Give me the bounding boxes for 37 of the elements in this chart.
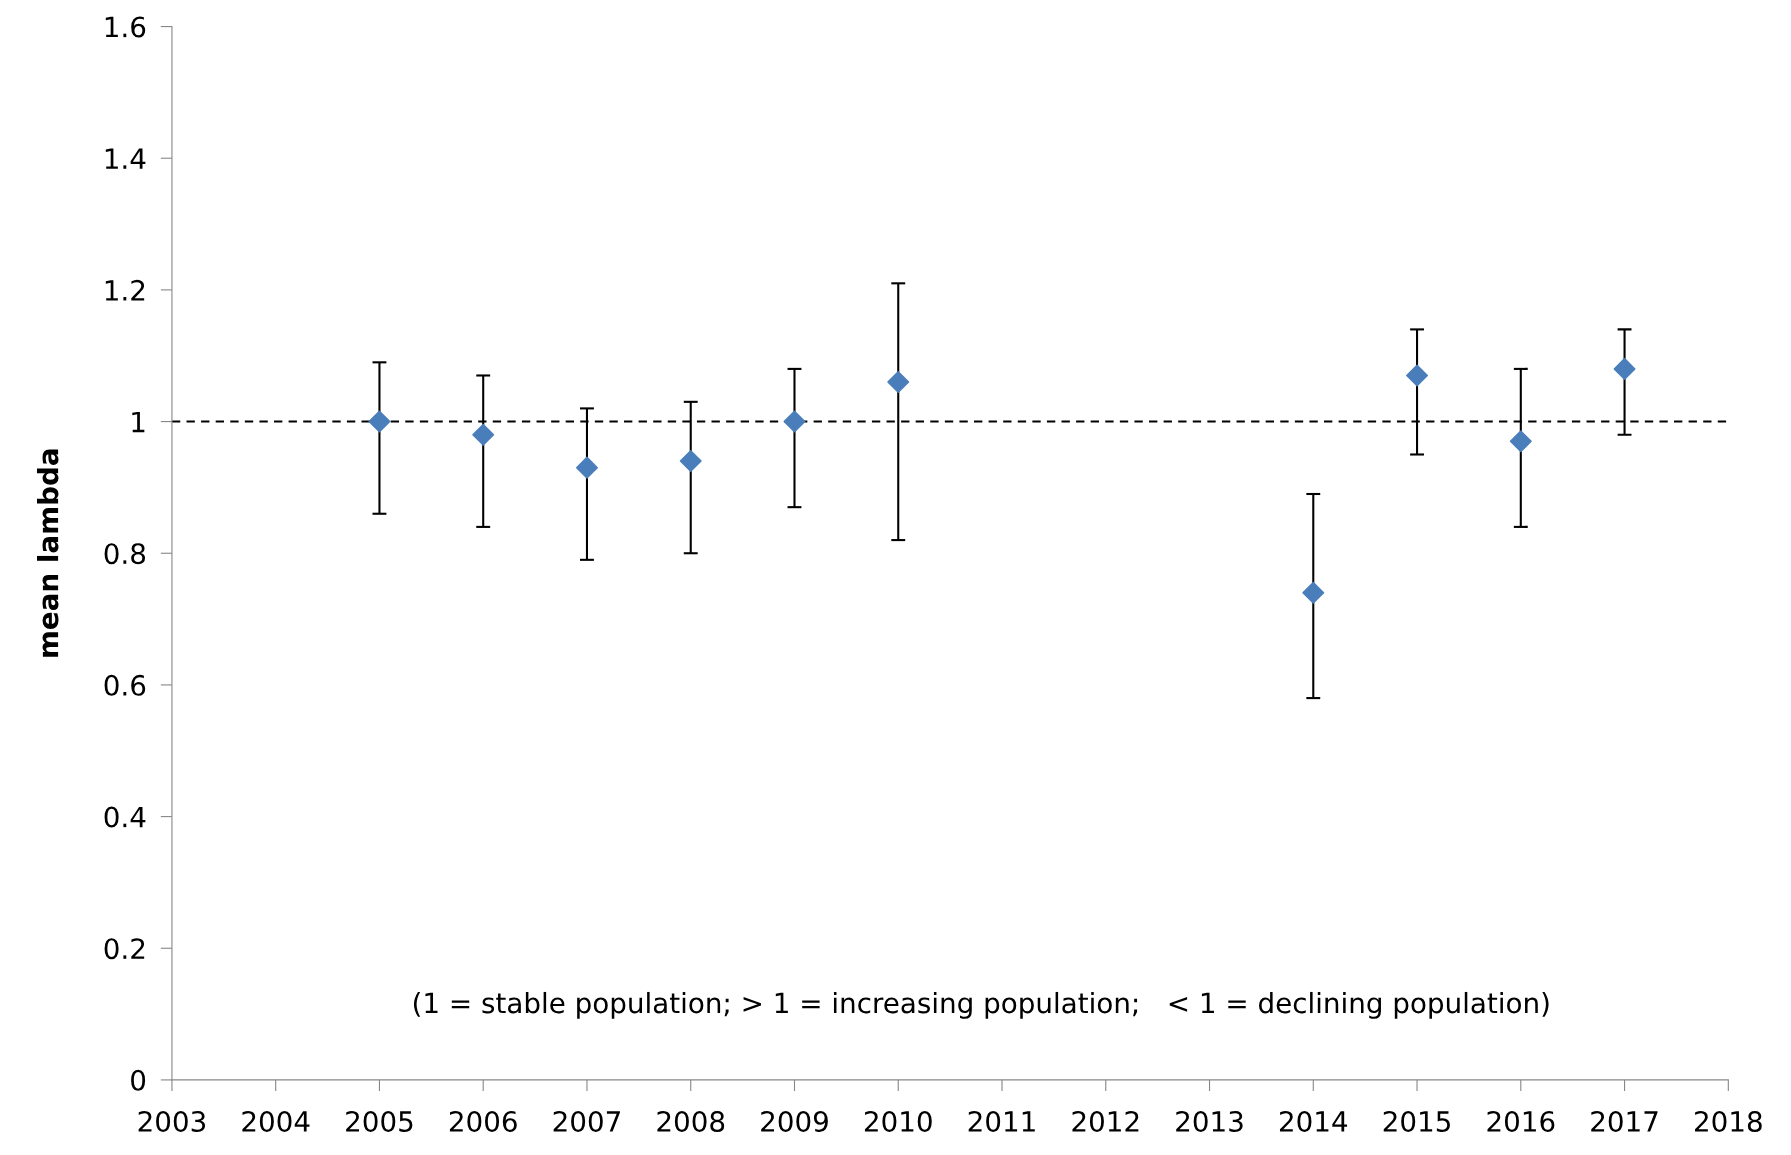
y-axis-title: mean lambda xyxy=(36,449,59,657)
point xyxy=(368,410,391,433)
point xyxy=(783,410,806,433)
x-tick-label: 2016 xyxy=(1487,1110,1555,1132)
y-tick-label: 1.6 xyxy=(105,16,146,38)
x-tick-label: 2005 xyxy=(346,1110,413,1132)
annotation: (1 = stable population; > 1 = increasing population; < 1 = declining population) xyxy=(413,991,1549,1019)
x-tick-label: 2014 xyxy=(1279,1110,1348,1132)
point xyxy=(1613,357,1636,380)
x-tick-label: 2010 xyxy=(864,1110,932,1132)
y-tick-label: 0.6 xyxy=(104,674,146,696)
x-tick-label: 2013 xyxy=(1176,1110,1243,1132)
y-tick-label: 0 xyxy=(131,1069,146,1091)
x-tick-label: 2015 xyxy=(1383,1110,1450,1132)
y-tick-label: 1 xyxy=(132,411,145,433)
y-tick-label: 0.2 xyxy=(104,938,145,960)
x-tick-label: 2018 xyxy=(1695,1110,1762,1132)
point xyxy=(472,423,495,446)
x-tick-label: 2011 xyxy=(968,1110,1035,1132)
y-tick-label: 0.4 xyxy=(104,806,146,828)
x-tick-label: 2009 xyxy=(761,1110,828,1132)
point xyxy=(887,371,910,394)
point xyxy=(1509,430,1532,453)
x-tick-label: 2017 xyxy=(1591,1110,1658,1132)
x-tick-label: 2006 xyxy=(449,1110,517,1132)
y-tick-label: 1.4 xyxy=(105,148,146,169)
point xyxy=(679,450,702,473)
x-tick-label: 2004 xyxy=(242,1110,310,1132)
x-tick-label: 2007 xyxy=(553,1110,620,1132)
point xyxy=(1302,581,1325,604)
y-tick-label: 1.2 xyxy=(105,279,145,301)
x-tick-label: 2008 xyxy=(657,1110,725,1132)
point xyxy=(575,456,598,479)
x-tick-label: 2012 xyxy=(1072,1110,1139,1132)
point xyxy=(1406,364,1429,387)
y-tick-label: 0.8 xyxy=(104,543,146,565)
x-tick-label: 2003 xyxy=(138,1110,206,1132)
